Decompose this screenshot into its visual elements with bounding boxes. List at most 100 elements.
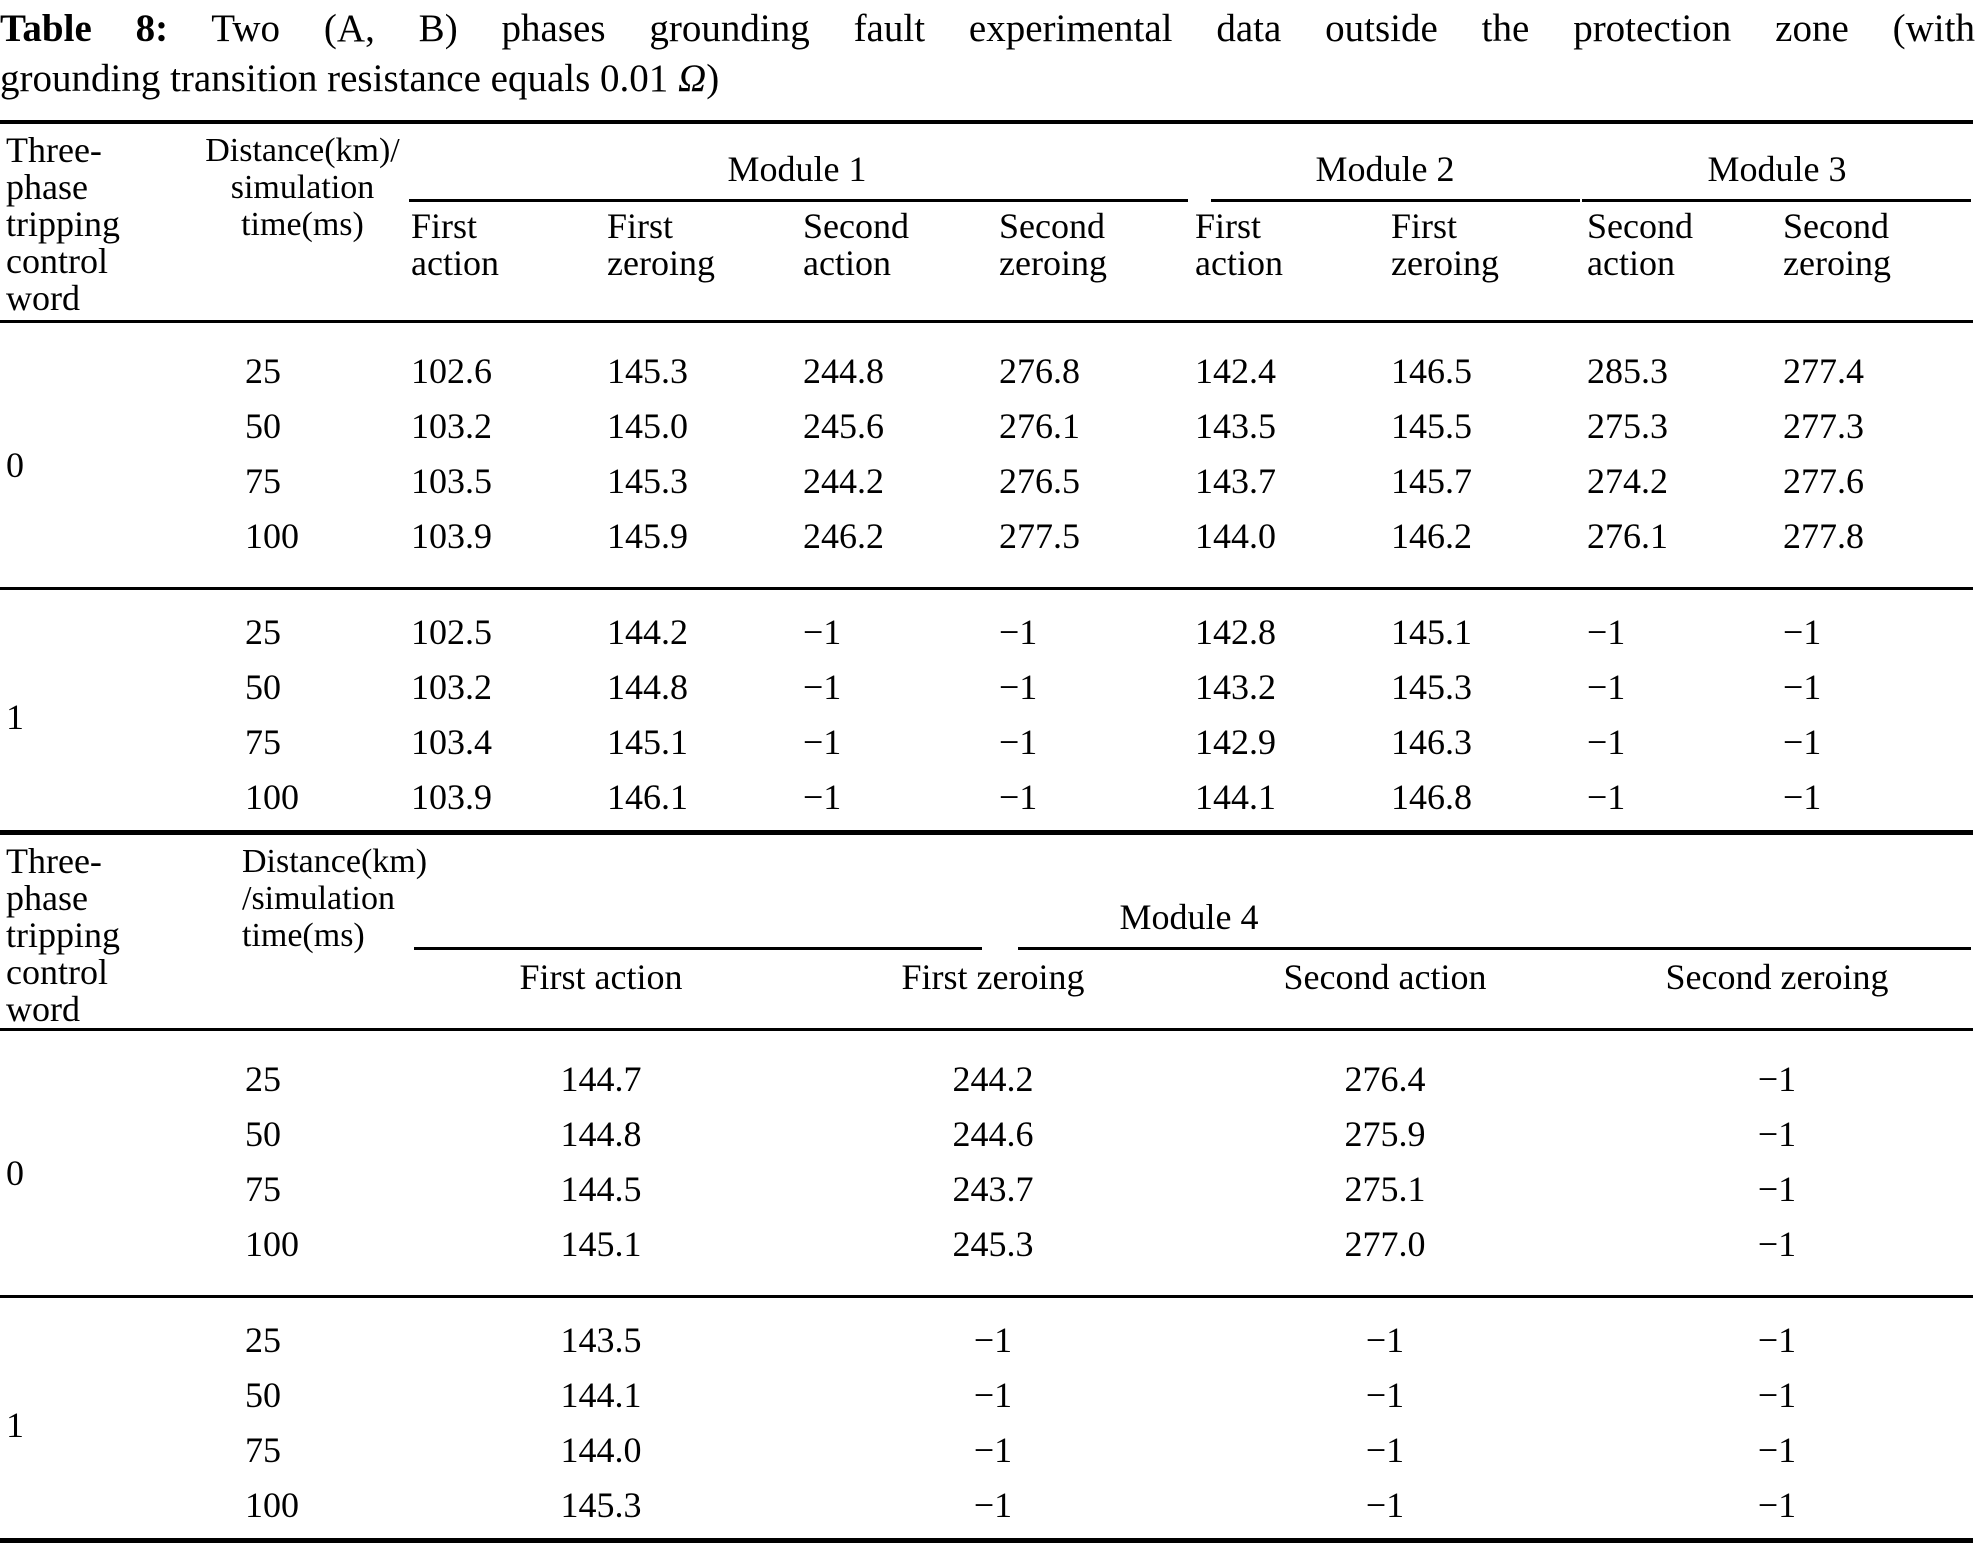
data-cell: −1: [1783, 666, 1822, 707]
data-cell: 146.5: [1391, 350, 1472, 391]
data-cell: −1: [1783, 611, 1822, 652]
data-cell: 243.7: [952, 1168, 1034, 1209]
distance-cell: 25: [245, 1319, 281, 1360]
data-cell: 145.5: [1391, 405, 1472, 446]
data-cell: −1: [1757, 1429, 1797, 1470]
data-cell: 245.6: [803, 405, 884, 446]
module-2-rule: [1211, 199, 1580, 202]
data-cell: 103.9: [411, 515, 492, 556]
data-cell: 103.4: [411, 721, 492, 762]
data-cell: 145.1: [1391, 611, 1472, 652]
data-cell: 145.0: [607, 405, 688, 446]
data-cell: 143.2: [1195, 666, 1276, 707]
data-cell: 275.9: [1344, 1113, 1426, 1154]
caption-text-line2: grounding transition resistance equals 0…: [0, 57, 679, 100]
table-caption: Table 8: Two (A, B) phases grounding fau…: [0, 0, 1975, 104]
data-cell: 277.4: [1783, 350, 1864, 391]
t1-col-header-second-action-m1: Second action: [803, 206, 909, 283]
data-cell: 144.0: [1195, 515, 1276, 556]
distance-cell: 25: [245, 350, 281, 391]
data-cell: −1: [973, 1429, 1013, 1470]
data-cell: 145.3: [607, 460, 688, 501]
t1-col-header-second-zeroing-m3: Second zeroing: [1783, 206, 1891, 283]
t2-module-4-header: Module 4: [405, 835, 1973, 951]
caption-close-paren: ): [706, 57, 720, 100]
module-4-rule-left: [414, 947, 982, 951]
data-cell: 146.3: [1391, 721, 1472, 762]
control-word-label: 1: [6, 697, 24, 737]
table-row: 50 103.2 144.8 −1 −1 143.2 145.3 −1 −1: [0, 659, 1973, 714]
data-cell: 146.2: [1391, 515, 1472, 556]
caption-line-1: Table 8: Two (A, B) phases grounding fau…: [0, 4, 1975, 54]
data-cell: −1: [803, 611, 842, 652]
data-cell: −1: [803, 776, 842, 817]
t1-header: Three- phase tripping control word Dista…: [0, 122, 1973, 322]
data-cell: 277.5: [999, 515, 1080, 556]
t1-col-header-first-zeroing-m2: First zeroing: [1391, 206, 1499, 283]
data-cell: 142.9: [1195, 721, 1276, 762]
data-cell: 143.7: [1195, 460, 1276, 501]
distance-cell: 75: [245, 1429, 281, 1470]
data-cell: −1: [1365, 1319, 1405, 1360]
distance-cell: 50: [245, 1113, 281, 1154]
data-cell: −1: [1757, 1168, 1797, 1209]
data-cell: 244.8: [803, 350, 884, 391]
data-cell: 276.5: [999, 460, 1080, 501]
data-cell: 276.4: [1344, 1058, 1426, 1099]
data-cell: −1: [1757, 1319, 1797, 1360]
data-cell: 103.2: [411, 405, 492, 446]
control-word-label: 0: [6, 1153, 24, 1193]
data-cell: 244.2: [952, 1058, 1034, 1099]
distance-cell: 100: [245, 515, 299, 556]
t2-row-header-control-word: Three- phase tripping control word: [6, 841, 120, 1029]
t2-col-header-second-action: Second action: [1283, 957, 1487, 998]
t1-group-control-word-0: 0 25 102.6 145.3 244.8 276.8 142.4 146.5…: [0, 322, 1973, 589]
data-cell: −1: [999, 721, 1038, 762]
t1-col-header-first-zeroing-m1: First zeroing: [607, 206, 715, 283]
data-cell: 276.8: [999, 350, 1080, 391]
data-cell: −1: [1757, 1374, 1797, 1415]
data-cell: −1: [1587, 611, 1626, 652]
table-row: 0 25 102.6 145.3 244.8 276.8 142.4 146.5…: [0, 322, 1973, 486]
t1-module-1-header: Module 1: [405, 122, 1189, 202]
table-row: 75 103.4 145.1 −1 −1 142.9 146.3 −1 −1: [0, 714, 1973, 769]
data-cell: −1: [1587, 666, 1626, 707]
t2-group-control-word-1: 1 25 143.5 −1 −1 −1 50 144.1 −1 −1 −1 75…: [0, 1296, 1973, 1541]
data-cell: 146.8: [1391, 776, 1472, 817]
data-cell: 246.2: [803, 515, 884, 556]
data-cell: 144.2: [607, 611, 688, 652]
data-cell: 102.6: [411, 350, 492, 391]
data-cell: −1: [1365, 1429, 1405, 1470]
data-cell: 145.1: [560, 1223, 642, 1264]
caption-text-line1: Two (A, B) phases grounding fault experi…: [168, 7, 1975, 50]
data-cell: −1: [1757, 1223, 1797, 1264]
table-row: 100 145.1 245.3 277.0 −1: [0, 1216, 1973, 1297]
t2-header: Three- phase tripping control word Dista…: [0, 835, 1973, 1030]
data-cell: 144.1: [1195, 776, 1276, 817]
distance-cell: 75: [245, 460, 281, 501]
control-word-label: 1: [6, 1405, 24, 1445]
data-cell: −1: [1783, 721, 1822, 762]
data-cell: 144.0: [560, 1429, 642, 1470]
table-row: 75 103.5 145.3 244.2 276.5 143.7 145.7 2…: [0, 453, 1973, 508]
data-cell: 276.1: [1587, 515, 1668, 556]
data-cell: 144.1: [560, 1374, 642, 1415]
module-2-label: Module 2: [1315, 149, 1455, 189]
table-lower-module-4: Three- phase tripping control word Dista…: [0, 835, 1973, 1543]
module-3-label: Module 3: [1707, 149, 1847, 189]
table-row: 100 103.9 145.9 246.2 277.5 144.0 146.2 …: [0, 508, 1973, 589]
data-cell: −1: [999, 611, 1038, 652]
data-cell: 145.1: [607, 721, 688, 762]
t1-col-header-distance: Distance(km)/ simulation time(ms): [205, 132, 400, 243]
module-4-label: Module 4: [1119, 897, 1259, 938]
data-cell: 144.8: [560, 1113, 642, 1154]
table-row: 50 144.8 244.6 275.9 −1: [0, 1106, 1973, 1161]
data-cell: 145.9: [607, 515, 688, 556]
data-cell: −1: [803, 721, 842, 762]
data-cell: −1: [973, 1374, 1013, 1415]
table-row: 1 25 143.5 −1 −1 −1: [0, 1297, 1973, 1446]
data-cell: −1: [1587, 776, 1626, 817]
table-row: 100 103.9 146.1 −1 −1 144.1 146.8 −1 −1: [0, 769, 1973, 833]
table-upper-modules-1-3: Three- phase tripping control word Dista…: [0, 120, 1973, 835]
